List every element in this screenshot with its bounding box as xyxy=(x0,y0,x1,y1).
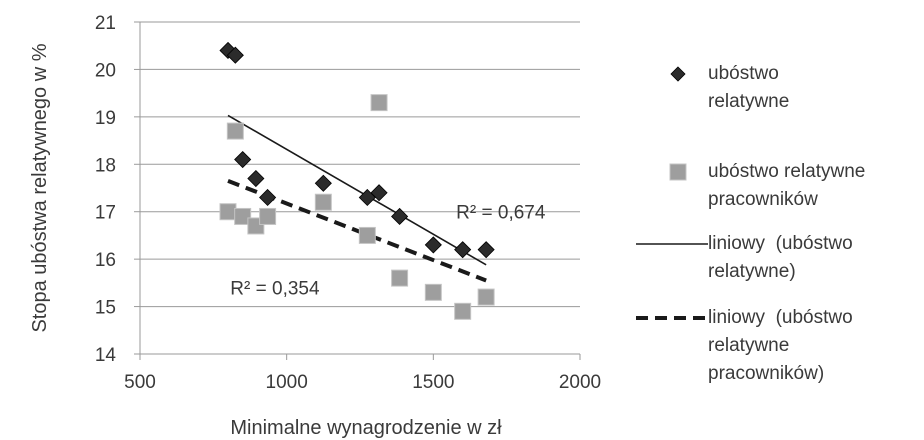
r-squared-labels: R² = 0,674 R² = 0,354 xyxy=(230,203,546,300)
tick-labels: 14 15 16 17 18 19 20 21 500 1000 1500 2000 xyxy=(95,13,601,393)
y-tick-label: 19 xyxy=(95,108,116,129)
square-point xyxy=(477,288,495,306)
diamond-point xyxy=(454,241,472,259)
legend-label-line: relatywne) xyxy=(708,261,796,282)
legend-label: liniowy (ubóstwo relatywne) xyxy=(708,230,918,286)
legend-label: ubóstwo relatywne xyxy=(708,60,918,116)
y-tick-label: 16 xyxy=(95,250,116,271)
diamond-point xyxy=(234,150,252,169)
diamond-point xyxy=(424,236,442,254)
diamond-point xyxy=(226,46,244,64)
legend-label-line: relatywne xyxy=(708,335,790,356)
y-axis-label: Stopa ubóstwa relatywnego w % xyxy=(29,43,51,332)
x-tick-label: 500 xyxy=(124,372,156,393)
legend-symbol-solid-line xyxy=(636,243,708,245)
data-points xyxy=(219,41,495,320)
y-tick-label: 21 xyxy=(95,13,116,34)
diamond-point xyxy=(247,169,265,188)
legend-label-line: pracowników) xyxy=(708,363,825,384)
square-point xyxy=(314,193,332,211)
diamond-point xyxy=(259,188,277,207)
y-tick-label: 18 xyxy=(95,155,116,176)
legend-label-line: liniowy (ubóstwo xyxy=(708,233,853,254)
x-tick-label: 2000 xyxy=(559,372,601,393)
square-point xyxy=(391,269,409,287)
x-axis-label: Minimalne wynagrodzenie w zł xyxy=(230,417,502,439)
y-tick-label: 17 xyxy=(95,203,116,224)
square-point xyxy=(370,94,388,112)
r2-label: R² = 0,354 xyxy=(230,279,320,300)
legend-label-line: ubóstwo xyxy=(708,63,779,84)
square-point xyxy=(259,207,277,225)
diamond-point xyxy=(391,207,409,226)
square-point xyxy=(219,203,237,221)
diamond-point xyxy=(314,174,332,192)
legend-label-line: liniowy (ubóstwo xyxy=(708,307,853,328)
legend-symbol-diamond xyxy=(670,66,686,82)
square-point xyxy=(454,302,472,320)
legend-label: liniowy (ubóstwo relatywne pracowników) xyxy=(708,304,918,388)
square-point xyxy=(358,226,376,244)
x-tick-label: 1500 xyxy=(412,372,454,393)
legend-label-line: ubóstwo relatywne xyxy=(708,161,866,182)
trendline-solid xyxy=(227,114,487,266)
legend-label: ubóstwo relatywne pracowników xyxy=(708,158,918,214)
legend-symbol-dashed-line xyxy=(636,316,708,320)
square-point xyxy=(226,122,244,140)
y-tick-label: 14 xyxy=(95,345,117,366)
x-tick-label: 1000 xyxy=(266,372,308,393)
gridlines xyxy=(140,21,580,355)
r2-label: R² = 0,674 xyxy=(456,203,546,224)
legend-symbol-square xyxy=(669,163,687,181)
square-point xyxy=(424,283,442,301)
y-tick-label: 20 xyxy=(95,60,116,81)
diamond-point xyxy=(370,184,388,202)
square-point xyxy=(234,207,252,225)
y-tick-label: 15 xyxy=(95,298,116,319)
legend-square-icon xyxy=(669,163,687,181)
legend-diamond-icon xyxy=(670,66,686,82)
diamond-point xyxy=(477,241,495,259)
axes xyxy=(134,21,581,360)
legend-label-line: pracowników xyxy=(708,189,818,210)
legend-label-line: relatywne xyxy=(708,91,790,112)
